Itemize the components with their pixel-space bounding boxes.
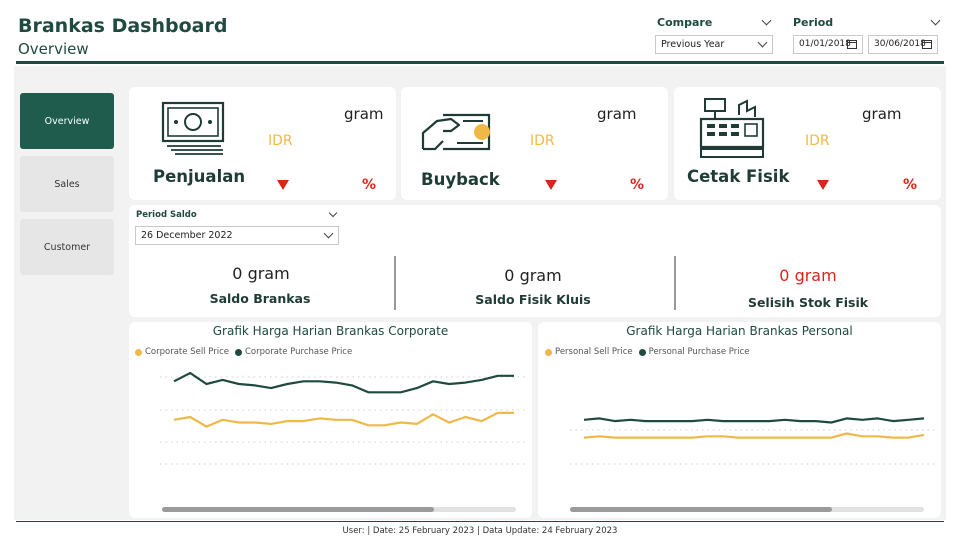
kpi-idr-label: IDR bbox=[805, 133, 830, 149]
period-start-value: 01/01/2018 bbox=[799, 39, 851, 49]
kpi-idr-label: IDR bbox=[268, 133, 293, 149]
footer-status: User: | Date: 25 February 2023 | Data Up… bbox=[342, 526, 618, 536]
legend-dot bbox=[545, 348, 552, 356]
cash-register-icon bbox=[699, 98, 765, 158]
header-divider bbox=[16, 61, 944, 64]
nav-customer-button[interactable]: Customer bbox=[20, 219, 114, 275]
down-arrow-icon bbox=[545, 180, 557, 190]
kpi-name: Buyback bbox=[421, 170, 500, 189]
scrollbar-thumb[interactable] bbox=[162, 507, 434, 512]
personal-price-chart bbox=[570, 417, 935, 465]
series-line-corporate-purchase-price bbox=[173, 371, 514, 394]
saldo-brankas-label: Saldo Brankas bbox=[209, 291, 311, 306]
divider bbox=[394, 256, 396, 310]
legend-dot bbox=[638, 348, 646, 356]
period-label: Period bbox=[793, 16, 834, 29]
period-start-input[interactable]: 01/01/2018 bbox=[793, 35, 863, 54]
chevron-down-icon[interactable] bbox=[930, 15, 941, 26]
kpi-name: Cetak Fisik bbox=[687, 167, 790, 186]
kpi-card-buyback: gram IDR Buyback % bbox=[401, 87, 668, 200]
divider bbox=[674, 256, 676, 310]
hand-coin-icon bbox=[421, 113, 491, 151]
period-end-input[interactable]: 30/06/2018 bbox=[868, 35, 938, 54]
legend-purchase-label: Personal Purchase Price bbox=[648, 347, 750, 357]
down-arrow-icon bbox=[817, 180, 829, 190]
kpi-percent: % bbox=[362, 177, 377, 193]
personal-chart-title: Grafik Harga Harian Brankas Personal bbox=[626, 324, 853, 338]
corporate-price-chart bbox=[160, 371, 525, 465]
kpi-card-penjualan: gram IDR Penjualan % bbox=[129, 87, 396, 200]
kpi-percent: % bbox=[630, 177, 645, 193]
kpi-percent: % bbox=[903, 177, 918, 193]
saldo-fisik-kluis-value: 0 gram bbox=[504, 266, 562, 285]
series-line-corporate-sell-price bbox=[173, 411, 514, 428]
series-line-personal-purchase-price bbox=[583, 417, 925, 424]
legend-sell-label: Personal Sell Price bbox=[555, 347, 633, 357]
period-saldo-value: 26 December 2022 bbox=[141, 230, 233, 241]
page-subtitle: Overview bbox=[18, 40, 89, 58]
kpi-idr-label: IDR bbox=[530, 133, 555, 149]
saldo-brankas-value: 0 gram bbox=[232, 264, 290, 283]
chevron-down-icon[interactable] bbox=[761, 15, 772, 26]
compare-dropdown-value: Previous Year bbox=[661, 39, 725, 50]
selisih-stok-fisik-value: 0 gram bbox=[779, 266, 837, 285]
nav-sales-label: Sales bbox=[54, 178, 80, 190]
corporate-chart-title: Grafik Harga Harian Brankas Corporate bbox=[212, 324, 449, 338]
compare-dropdown[interactable]: Previous Year bbox=[655, 35, 773, 54]
nav-overview-label: Overview bbox=[44, 115, 90, 127]
personal-chart-legend: Personal Sell Price Personal Purchase Pr… bbox=[545, 347, 750, 357]
legend-dot bbox=[135, 348, 142, 356]
chevron-down-icon bbox=[323, 228, 334, 239]
saldo-fisik-kluis-label: Saldo Fisik Kluis bbox=[475, 292, 591, 307]
legend-dot bbox=[234, 348, 242, 356]
saldo-panel bbox=[129, 205, 941, 317]
dashboard-title: Brankas Dashboard bbox=[18, 15, 228, 37]
selisih-stok-fisik-label: Selisih Stok Fisik bbox=[747, 295, 869, 310]
legend-purchase-label: Corporate Purchase Price bbox=[244, 347, 353, 357]
nav-sales-button[interactable]: Sales bbox=[20, 156, 114, 212]
nav-customer-label: Customer bbox=[43, 241, 91, 253]
period-saldo-dropdown[interactable]: 26 December 2022 bbox=[135, 226, 339, 245]
nav-overview-button[interactable]: Overview bbox=[20, 93, 114, 149]
footer-divider bbox=[16, 521, 944, 522]
money-icon bbox=[161, 101, 225, 155]
period-end-value: 30/06/2018 bbox=[874, 39, 926, 49]
compare-label: Compare bbox=[657, 16, 713, 29]
kpi-gram-unit: gram bbox=[344, 105, 384, 123]
chevron-down-icon bbox=[757, 37, 768, 48]
calendar-icon[interactable] bbox=[922, 40, 932, 49]
period-saldo-label: Period Saldo bbox=[136, 210, 197, 220]
calendar-icon[interactable] bbox=[847, 40, 857, 49]
down-arrow-icon bbox=[277, 180, 289, 190]
corporate-chart-legend: Corporate Sell Price Corporate Purchase … bbox=[135, 347, 352, 357]
scrollbar-thumb[interactable] bbox=[570, 507, 832, 512]
kpi-card-cetak-fisik: gram IDR Cetak Fisik % bbox=[674, 87, 941, 200]
kpi-gram-unit: gram bbox=[862, 105, 902, 123]
kpi-name: Penjualan bbox=[153, 167, 246, 186]
kpi-gram-unit: gram bbox=[597, 105, 637, 123]
series-line-personal-sell-price bbox=[583, 432, 925, 439]
legend-sell-label: Corporate Sell Price bbox=[145, 347, 229, 357]
